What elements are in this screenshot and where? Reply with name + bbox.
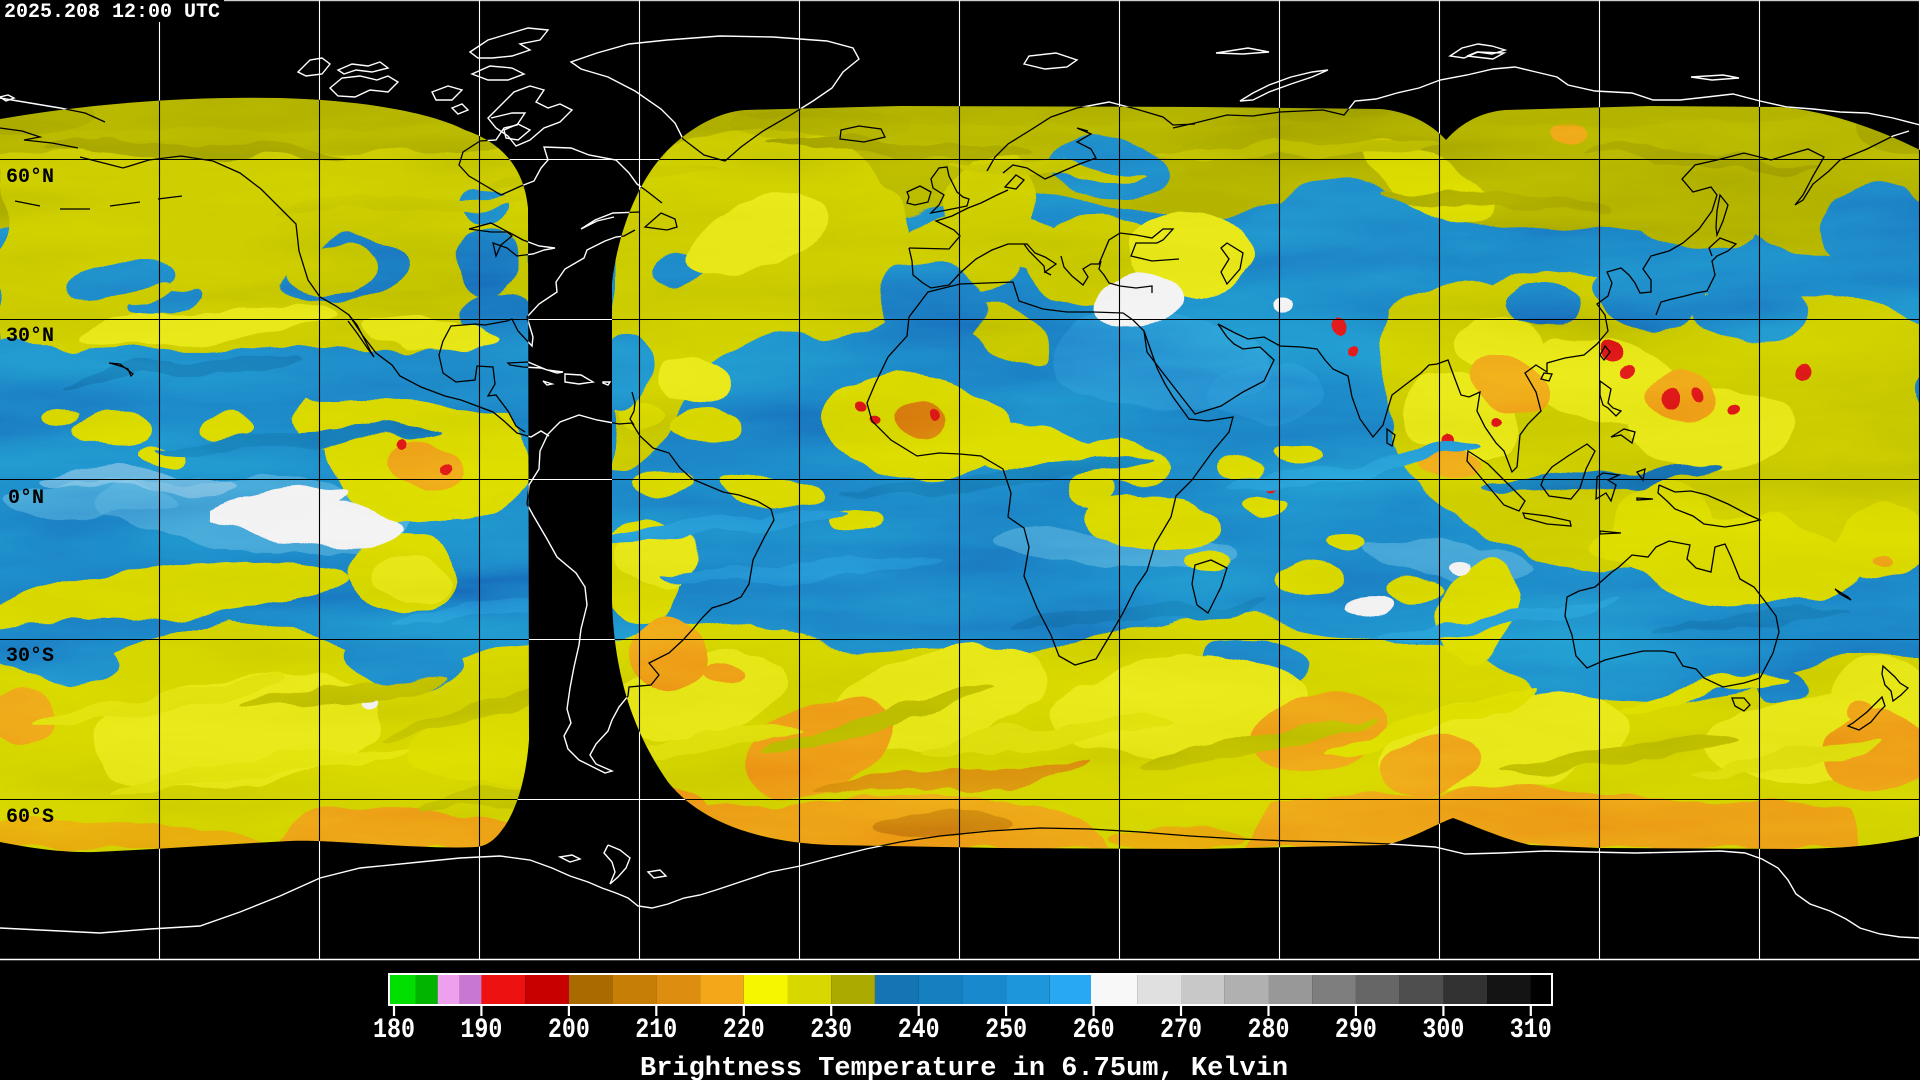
svg-text:60°S: 60°S — [6, 806, 54, 829]
svg-text:290: 290 — [1335, 1015, 1377, 1046]
svg-text:60°N: 60°N — [6, 166, 54, 189]
svg-text:180: 180 — [373, 1015, 415, 1046]
svg-text:270: 270 — [1160, 1015, 1202, 1046]
svg-text:30°S: 30°S — [6, 645, 54, 668]
svg-text:Brightness Temperature in 6.75: Brightness Temperature in 6.75um, Kelvin — [640, 1054, 1288, 1080]
svg-text:220: 220 — [723, 1015, 765, 1046]
svg-text:30°N: 30°N — [6, 325, 54, 348]
svg-text:300: 300 — [1422, 1015, 1464, 1046]
svg-text:0°N: 0°N — [8, 487, 44, 510]
svg-text:200: 200 — [548, 1015, 590, 1046]
svg-text:210: 210 — [635, 1015, 677, 1046]
svg-text:280: 280 — [1248, 1015, 1290, 1046]
svg-text:2025.208 12:00 UTC: 2025.208 12:00 UTC — [4, 1, 220, 24]
svg-text:190: 190 — [460, 1015, 502, 1046]
svg-text:250: 250 — [985, 1015, 1027, 1046]
svg-text:230: 230 — [810, 1015, 852, 1046]
svg-text:240: 240 — [898, 1015, 940, 1046]
svg-text:260: 260 — [1073, 1015, 1115, 1046]
svg-text:310: 310 — [1510, 1015, 1552, 1046]
